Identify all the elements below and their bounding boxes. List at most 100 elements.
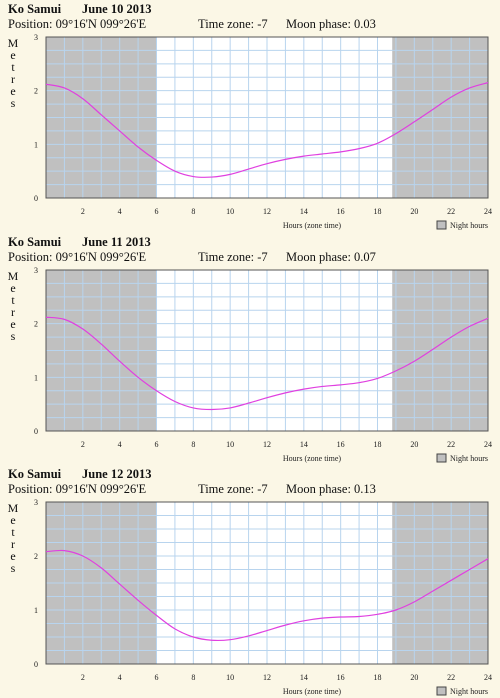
legend-swatch	[436, 686, 447, 696]
x-tick-label: 20	[410, 673, 418, 682]
tide-curve	[45, 549, 489, 642]
y-axis-label-letter: M	[7, 36, 19, 50]
tide-panel-june-12: Ko Samui June 12 2013 Position: 09°16'N …	[0, 465, 500, 698]
tide-panel-june-10: Ko Samui June 10 2013 Position: 09°16'N …	[0, 0, 500, 232]
position-label: Position: 09°16'N 099°26'E	[8, 250, 147, 264]
position-label: Position: 09°16'N 099°26'E	[8, 482, 147, 496]
x-tick-label: 14	[300, 673, 308, 682]
x-tick-label: 20	[410, 207, 418, 216]
y-tick-label: 2	[34, 320, 38, 329]
x-tick-label: 4	[118, 673, 122, 682]
x-tick-label: 22	[447, 207, 455, 216]
panel-title: Ko Samui June 11 2013	[8, 235, 151, 250]
x-tick-label: 24	[484, 440, 492, 449]
x-tick-label: 4	[118, 207, 122, 216]
x-tick-label: 12	[263, 207, 271, 216]
x-tick-label: 10	[226, 673, 234, 682]
y-axis-label-letter: e	[10, 549, 16, 563]
x-tick-label: 20	[410, 440, 418, 449]
location-name: Ko Samui	[8, 2, 62, 16]
y-axis-label-letter: M	[7, 501, 19, 515]
y-tick-label: 3	[34, 33, 38, 42]
x-axis-label: Hours (zone time)	[283, 454, 342, 463]
x-tick-label: 6	[155, 673, 159, 682]
x-tick-label: 6	[155, 440, 159, 449]
x-tick-label: 18	[374, 673, 382, 682]
y-tick-label: 0	[34, 427, 38, 436]
y-axis-label-letter: t	[11, 293, 15, 307]
legend-label: Night hours	[450, 687, 488, 696]
plot-frame	[45, 501, 489, 665]
y-axis-label-letter: t	[11, 60, 15, 74]
x-tick-label: 16	[337, 673, 345, 682]
tide-curve	[45, 316, 489, 411]
x-tick-label: 18	[374, 440, 382, 449]
location-name: Ko Samui	[8, 235, 62, 249]
y-axis-label-letter: r	[11, 537, 15, 551]
y-tick-label: 1	[34, 373, 38, 382]
x-tick-label: 8	[191, 207, 195, 216]
timezone-label: Time zone: -7	[198, 250, 268, 264]
x-tick-label: 24	[484, 673, 492, 682]
x-tick-label: 2	[81, 207, 85, 216]
y-axis-label-letter: t	[11, 525, 15, 539]
y-tick-label: 1	[34, 140, 38, 149]
y-axis-label-letter: s	[10, 561, 16, 575]
x-tick-label: 14	[300, 207, 308, 216]
x-tick-label: 16	[337, 207, 345, 216]
x-tick-label: 12	[263, 673, 271, 682]
y-axis-label-letter: e	[10, 513, 16, 527]
date-label: June 12 2013	[82, 467, 152, 481]
x-tick-label: 16	[337, 440, 345, 449]
x-tick-label: 8	[191, 673, 195, 682]
x-tick-label: 22	[447, 673, 455, 682]
x-tick-label: 22	[447, 440, 455, 449]
y-axis-label-letter: M	[7, 269, 19, 283]
legend-swatch	[436, 453, 447, 463]
legend-label: Night hours	[450, 454, 488, 463]
y-tick-label: 3	[34, 266, 38, 275]
y-axis-label-letter: r	[11, 305, 15, 319]
panel-title: Ko Samui June 12 2013	[8, 467, 151, 482]
x-tick-label: 10	[226, 440, 234, 449]
legend-label: Night hours	[450, 221, 488, 230]
y-tick-label: 2	[34, 552, 38, 561]
date-label: June 10 2013	[82, 2, 152, 16]
x-tick-label: 18	[374, 207, 382, 216]
x-tick-label: 12	[263, 440, 271, 449]
plot-frame	[45, 36, 489, 199]
x-tick-label: 6	[155, 207, 159, 216]
y-axis-label-letter: e	[10, 48, 16, 62]
location-name: Ko Samui	[8, 467, 62, 481]
y-axis-label-letter: s	[10, 329, 16, 343]
y-tick-label: 0	[34, 194, 38, 203]
moon-phase-label: Moon phase: 0.03	[286, 17, 376, 31]
y-axis-label-letter: e	[10, 317, 16, 331]
timezone-label: Time zone: -7	[198, 482, 268, 496]
x-tick-label: 4	[118, 440, 122, 449]
x-tick-label: 2	[81, 440, 85, 449]
y-axis-label-letter: r	[11, 72, 15, 86]
tide-panel-june-11: Ko Samui June 11 2013 Position: 09°16'N …	[0, 233, 500, 465]
plot-frame	[45, 269, 489, 432]
moon-phase-label: Moon phase: 0.07	[286, 250, 376, 264]
y-axis-label-letter: e	[10, 281, 16, 295]
position-label: Position: 09°16'N 099°26'E	[8, 17, 147, 31]
date-label: June 11 2013	[82, 235, 151, 249]
x-tick-label: 2	[81, 673, 85, 682]
y-tick-label: 3	[34, 498, 38, 507]
x-tick-label: 8	[191, 440, 195, 449]
moon-phase-label: Moon phase: 0.13	[286, 482, 376, 496]
x-tick-label: 24	[484, 207, 492, 216]
y-tick-label: 1	[34, 606, 38, 615]
x-tick-label: 10	[226, 207, 234, 216]
legend-swatch	[436, 220, 447, 230]
tide-curve	[45, 82, 489, 178]
x-axis-label: Hours (zone time)	[283, 221, 342, 230]
